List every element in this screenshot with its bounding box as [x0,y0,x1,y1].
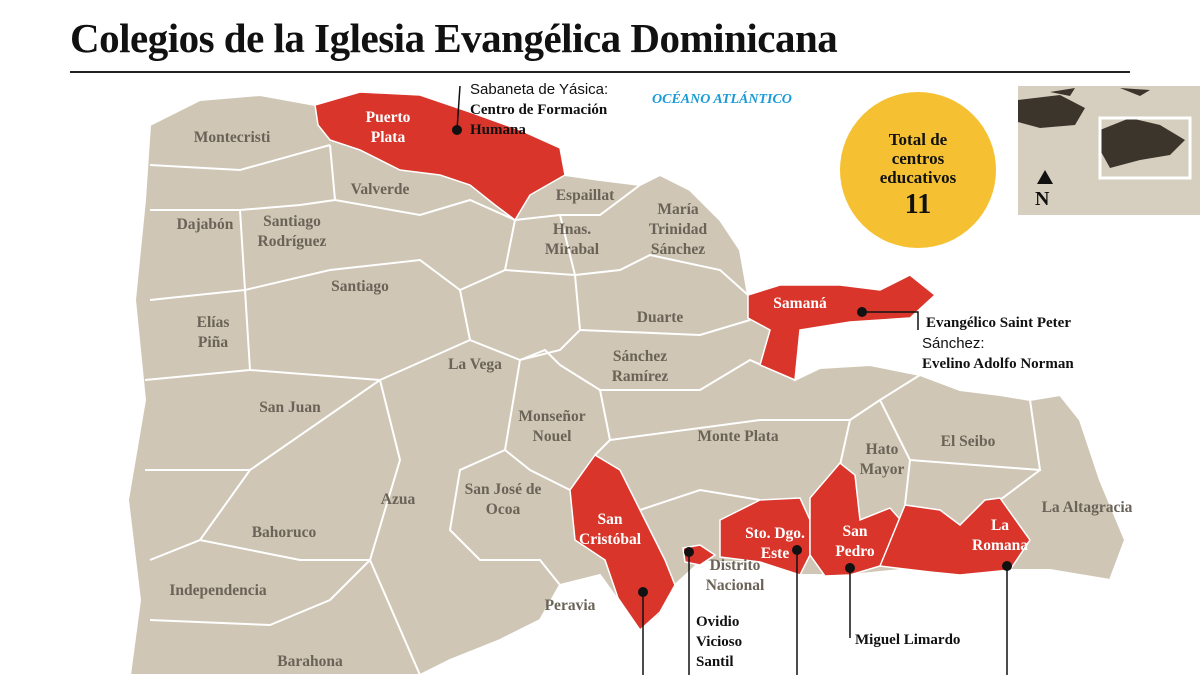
province-label: La Romana [972,517,1028,554]
province-label: Duarte [636,309,684,326]
compass: N [1035,188,1050,210]
annotation-place: Sabaneta de Yásica: [470,81,609,98]
total-value: 11 [904,189,932,220]
province-label: Montecristi [193,129,271,146]
province-label: San Juan [259,399,321,416]
province-borders [144,144,1042,675]
province-label: San Pedro [835,523,875,560]
province-label: Elías Piña [196,314,230,351]
annotation: Sabaneta de Yásica: Centro de Formación … [470,80,650,140]
title-rule [70,71,1130,73]
annotation: Sánchez: Evelino Adolfo Norman [922,334,1122,374]
annotation: Ovidio Vicioso Santil [696,612,776,672]
ocean-label: OCÉANO ATLÁNTICO [652,92,792,107]
total-badge: Total de centros educativos 11 [840,92,996,248]
inset-map [1018,86,1200,215]
province-label: Azua [380,491,416,508]
highlighted-province [314,91,566,222]
province-label: Santiago Rodríguez [257,213,327,250]
annotation: Evangélico Saint Peter [926,313,1126,333]
province-label: María Trinidad Sánchez [648,201,708,258]
province-label: El Seibo [940,433,996,450]
province-label: La Vega [448,356,502,373]
province-label: Distrito Nacional [705,557,765,594]
province-label: Santiago [331,278,389,295]
province-label: Hato Mayor [859,441,905,478]
highlighted-province [747,274,937,382]
annotation-school: Ovidio Vicioso Santil [696,614,743,670]
annotation-place: Sánchez: [922,335,985,352]
province-label: San José de Ocoa [464,481,542,518]
pointer-lines [456,85,1008,675]
highlighted-province [569,454,676,632]
school-dots [452,125,1012,597]
province-label: Sánchez Ramírez [611,348,669,385]
province-label: Monte Plata [697,428,779,445]
highlighted-province [878,497,1031,576]
province-label: La Altagracia [1041,499,1133,516]
annotation-school: Miguel Limardo [855,632,961,648]
province-label: Puerto Plata [365,109,411,146]
province-label: Hnas. Mirabal [544,221,600,258]
province-label: Espaillat [555,187,615,204]
province-label: Dajabón [176,216,234,233]
annotation-school: Evangélico Saint Peter [926,315,1071,331]
province-label: San Cristóbal [579,511,641,548]
province-label: Monseñor Nouel [518,408,586,445]
annotation-school: Centro de Formación Humana [470,102,608,138]
total-label: Total de centros educativos [879,130,957,187]
title: Colegios de la Iglesia Evangélica Domini… [70,15,838,61]
annotation-school: Evelino Adolfo Norman [922,356,1074,372]
province-label: Peravia [544,597,596,614]
province-label: Samaná [773,295,827,312]
province-label: Barahona [277,653,343,670]
annotation: Miguel Limardo [855,630,1015,650]
province-label: Valverde [350,181,410,198]
province-label: Independencia [169,582,267,599]
province-label: Sto. Dgo. Este [745,525,805,562]
province-label: Bahoruco [251,524,317,541]
